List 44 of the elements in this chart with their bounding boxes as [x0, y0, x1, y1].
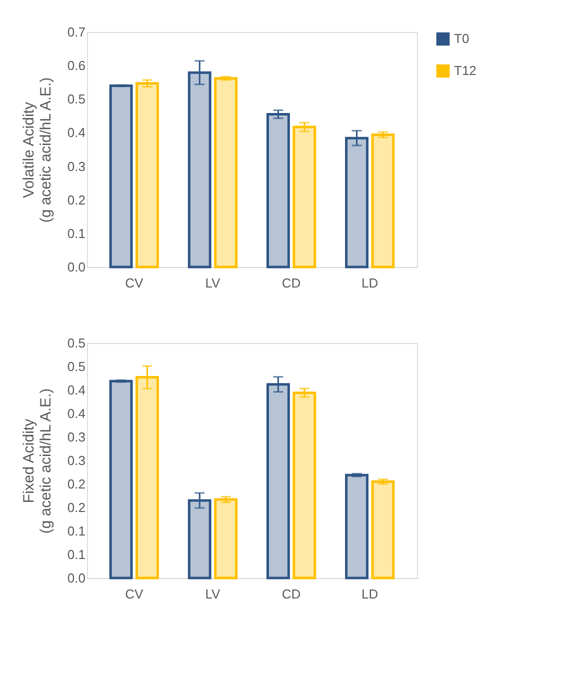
bar — [214, 77, 238, 268]
bar — [345, 136, 368, 268]
y-tick-label: 0.4 — [67, 406, 86, 421]
y-tick-label: 0.1 — [67, 547, 86, 562]
bar — [109, 84, 133, 268]
y-tick-label: 0.0 — [67, 570, 86, 586]
bar — [136, 376, 159, 580]
y-tick-label: 0.4 — [67, 125, 86, 140]
y-tick-label: 0.1 — [67, 524, 86, 538]
y-tick-label: 0.2 — [67, 500, 86, 515]
bar — [109, 380, 133, 580]
legend-label: T0 — [454, 31, 470, 46]
y-tick-label: 0.3 — [67, 158, 86, 174]
y-tick-label: 0.1 — [67, 226, 86, 241]
x-tick-label: LD — [362, 586, 378, 602]
bar — [371, 480, 395, 580]
x-tick-label: CD — [282, 586, 301, 602]
y-tick-label: 0.5 — [67, 92, 86, 107]
y-tick-label: 0.0 — [67, 260, 86, 274]
y-tick-label: 0.3 — [67, 430, 86, 444]
x-tick-label: LD — [362, 276, 378, 290]
y-tick-label: 0.2 — [67, 192, 86, 208]
y-tick-label: 0.4 — [67, 382, 86, 398]
y-tick-label: 0.3 — [67, 453, 86, 468]
y-tick-label: 0.5 — [67, 336, 86, 350]
y-tick-label: 0.2 — [67, 476, 86, 492]
bar — [345, 474, 368, 580]
x-tick-label: LV — [205, 586, 221, 602]
bar — [188, 499, 212, 580]
y-tick-label: 0.6 — [67, 58, 86, 74]
y-axis-title: Volatile Acidity (g acetic acid/hL A.E.) — [20, 77, 54, 223]
y-tick-label: 0.7 — [67, 24, 86, 40]
x-tick-label: CD — [282, 276, 301, 290]
bar — [188, 71, 212, 268]
x-tick-label: CV — [125, 586, 144, 602]
bar — [292, 126, 316, 268]
x-tick-label: LV — [205, 276, 221, 290]
x-tick-label: CV — [125, 276, 144, 290]
y-tick-label: 0.5 — [67, 359, 86, 374]
bar — [266, 113, 290, 268]
bar — [292, 392, 316, 580]
bar — [266, 383, 290, 580]
y-axis-title: Fixed Acidity (g acetic acid/hL A.E.) — [20, 388, 54, 534]
legend-label: T12 — [454, 63, 476, 78]
